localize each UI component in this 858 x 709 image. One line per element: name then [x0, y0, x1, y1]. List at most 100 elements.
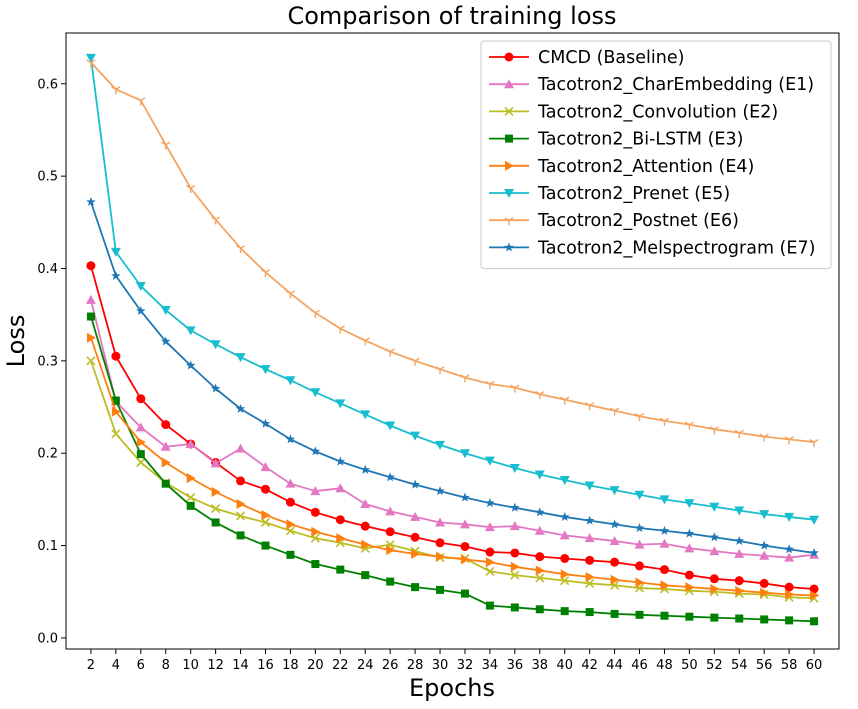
- data-point: [735, 585, 745, 596]
- series-line: [90, 201, 815, 554]
- data-point: [685, 612, 694, 621]
- data-point: [235, 443, 246, 453]
- data-point: [710, 583, 720, 594]
- data-point: [734, 548, 745, 558]
- data-point: [759, 510, 770, 520]
- data-point: [185, 438, 196, 448]
- x-tick-label: 8: [162, 658, 170, 673]
- data-point: [535, 507, 545, 517]
- data-point: [310, 507, 320, 517]
- plot-frame: [65, 32, 840, 650]
- data-point: [411, 583, 420, 592]
- x-tick-label: 54: [731, 658, 748, 673]
- legend-label: CMCD (Baseline): [538, 48, 684, 68]
- data-point: [186, 473, 196, 484]
- data-point: [260, 517, 271, 528]
- legend-item: Tacotron2_Convolution (E2): [489, 102, 778, 122]
- data-point: [385, 506, 396, 516]
- data-point: [485, 380, 495, 389]
- data-point: [560, 553, 570, 563]
- data-point: [635, 561, 645, 571]
- data-point: [709, 426, 719, 435]
- data-point: [760, 587, 770, 598]
- data-point: [460, 589, 469, 598]
- legend-item: CMCD (Baseline): [489, 48, 684, 68]
- data-point: [410, 357, 420, 366]
- x-tick-label: 60: [806, 658, 823, 673]
- series-6: [85, 53, 820, 525]
- data-point: [335, 515, 345, 525]
- legend-label: Tacotron2_Melspectrogram (E7): [537, 238, 815, 258]
- data-point: [335, 483, 346, 493]
- data-point: [111, 351, 121, 361]
- data-point: [759, 540, 769, 550]
- data-point: [360, 410, 371, 420]
- legend-label: Tacotron2_Convolution (E2): [537, 102, 778, 122]
- data-point: [510, 570, 520, 580]
- data-point: [286, 519, 296, 530]
- data-point: [385, 527, 395, 537]
- data-point: [460, 374, 470, 383]
- data-point: [285, 376, 296, 386]
- x-axis: 2 4 6 8 10 12 14 16 18 20 22 24 26 28 30 32 34 36 38 40 42 44…: [87, 649, 823, 673]
- data-point: [410, 532, 420, 542]
- data-point: [809, 515, 820, 525]
- data-point: [485, 557, 495, 568]
- legend-marker: [505, 134, 513, 143]
- data-point: [310, 446, 321, 456]
- legend-item: Tacotron2_Prenet (E5): [489, 184, 730, 204]
- legend-item: Tacotron2_Attention (E4): [489, 157, 754, 177]
- data-point: [385, 348, 395, 357]
- data-point: [111, 406, 121, 417]
- data-point: [110, 247, 121, 257]
- data-point: [510, 502, 520, 512]
- x-tick-label: 36: [507, 658, 524, 673]
- legend-label: Tacotron2_Postnet (E6): [537, 211, 739, 231]
- data-point: [810, 590, 820, 601]
- data-point: [385, 421, 396, 431]
- x-tick-label: 28: [407, 658, 424, 673]
- data-point: [609, 407, 620, 416]
- data-point: [634, 523, 645, 533]
- data-point: [535, 605, 544, 614]
- series-line: [90, 299, 815, 559]
- legend-marker: [504, 106, 514, 116]
- data-point: [560, 396, 570, 405]
- data-point: [584, 515, 595, 525]
- data-point: [809, 547, 819, 557]
- data-point: [609, 535, 620, 545]
- data-point: [610, 557, 620, 567]
- data-point: [509, 521, 520, 531]
- data-point: [210, 383, 221, 393]
- data-point: [260, 365, 271, 375]
- data-point: [211, 518, 220, 527]
- data-point: [136, 437, 146, 448]
- data-point: [285, 497, 295, 507]
- data-point: [86, 261, 96, 271]
- data-point: [410, 479, 420, 489]
- data-point: [360, 499, 371, 509]
- data-point: [285, 478, 296, 488]
- data-point: [510, 603, 519, 612]
- data-point: [485, 601, 494, 610]
- data-point: [161, 141, 171, 150]
- data-point: [584, 402, 595, 411]
- series-7: [86, 59, 819, 448]
- data-point: [784, 512, 795, 522]
- data-point: [210, 340, 221, 350]
- data-point: [660, 611, 669, 620]
- data-point: [386, 577, 395, 586]
- data-point: [435, 366, 445, 375]
- data-point: [560, 569, 570, 580]
- data-point: [585, 555, 595, 565]
- data-point: [361, 539, 371, 550]
- data-point: [211, 486, 221, 497]
- data-point: [609, 519, 620, 529]
- data-point: [160, 336, 171, 346]
- x-tick-label: 34: [482, 658, 499, 673]
- legend: CMCD (Baseline) Tacotron2_CharEmbedding (…: [480, 40, 832, 270]
- data-point: [360, 337, 370, 346]
- data-point: [809, 584, 819, 594]
- data-point: [535, 573, 545, 583]
